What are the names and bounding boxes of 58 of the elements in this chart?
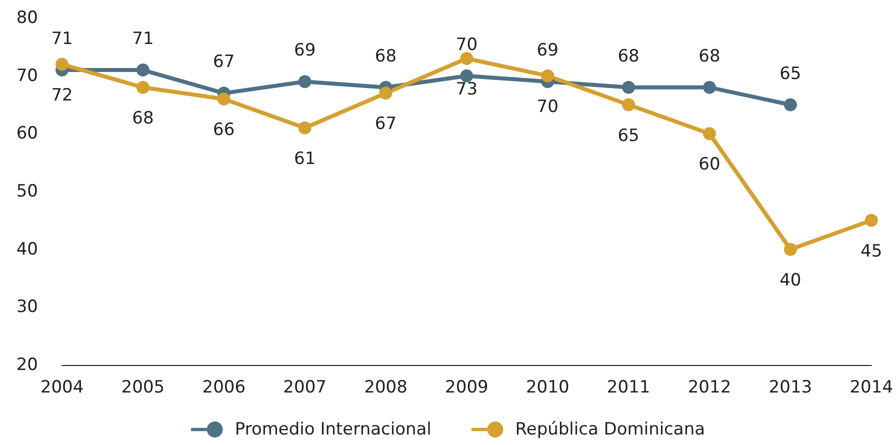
data-label: 60 [698, 154, 720, 175]
point [136, 64, 150, 77]
x-tick-label: 2006 [202, 378, 246, 398]
y-tick-label: 60 [16, 124, 38, 144]
point [541, 69, 554, 82]
data-label: 68 [618, 46, 640, 66]
data-label: 61 [294, 148, 316, 169]
data-label: 68 [374, 46, 397, 66]
data-label: 66 [213, 120, 235, 140]
data-label: 68 [132, 108, 154, 128]
data-label: 68 [698, 46, 720, 66]
data-label: 67 [374, 114, 397, 134]
point [56, 58, 68, 71]
point [784, 242, 797, 256]
data-label: 69 [294, 40, 316, 61]
data-label: 71 [51, 29, 73, 50]
y-tick-label: 70 [16, 66, 38, 86]
point [703, 80, 716, 94]
point [622, 98, 636, 112]
point [136, 80, 150, 94]
x-tick-label: 2013 [768, 378, 812, 398]
data-label: 65 [618, 126, 640, 146]
y-tick-label: 40 [16, 239, 38, 260]
x-tick-label: 2014 [850, 378, 893, 398]
point [460, 52, 474, 65]
point [864, 214, 878, 227]
x-tick-label: 2004 [40, 378, 84, 398]
point [298, 75, 312, 88]
point [460, 69, 474, 82]
data-label: 71 [132, 29, 154, 50]
x-tick-label: 2005 [121, 378, 165, 398]
y-tick-label: 20 [16, 355, 38, 375]
data-label: 73 [456, 79, 478, 100]
y-tick-label: 80 [16, 8, 38, 28]
point [703, 127, 716, 140]
point [379, 86, 392, 100]
x-tick-label: 2007 [283, 378, 326, 398]
legend-label: República Dominicana [515, 420, 706, 440]
point [784, 98, 797, 112]
x-tick-label: 2011 [606, 378, 650, 398]
x-tick-label: 2012 [688, 378, 732, 398]
data-label: 40 [780, 270, 802, 290]
x-tick-label: 2008 [364, 378, 408, 398]
data-label: 72 [51, 85, 73, 106]
x-tick-label: 2010 [526, 378, 570, 398]
data-label: 65 [780, 64, 802, 84]
data-label: 67 [213, 52, 235, 72]
x-tick-label: 2009 [445, 378, 488, 398]
point [622, 80, 636, 94]
legend-label: Promedio Internacional [234, 420, 432, 440]
point [217, 92, 230, 106]
y-tick-label: 50 [16, 182, 38, 202]
data-label: 45 [860, 241, 882, 262]
y-tick-label: 30 [16, 297, 38, 318]
point [298, 121, 312, 134]
data-label: 69 [536, 40, 558, 61]
data-label: 70 [456, 34, 478, 55]
data-label: 70 [536, 96, 558, 117]
